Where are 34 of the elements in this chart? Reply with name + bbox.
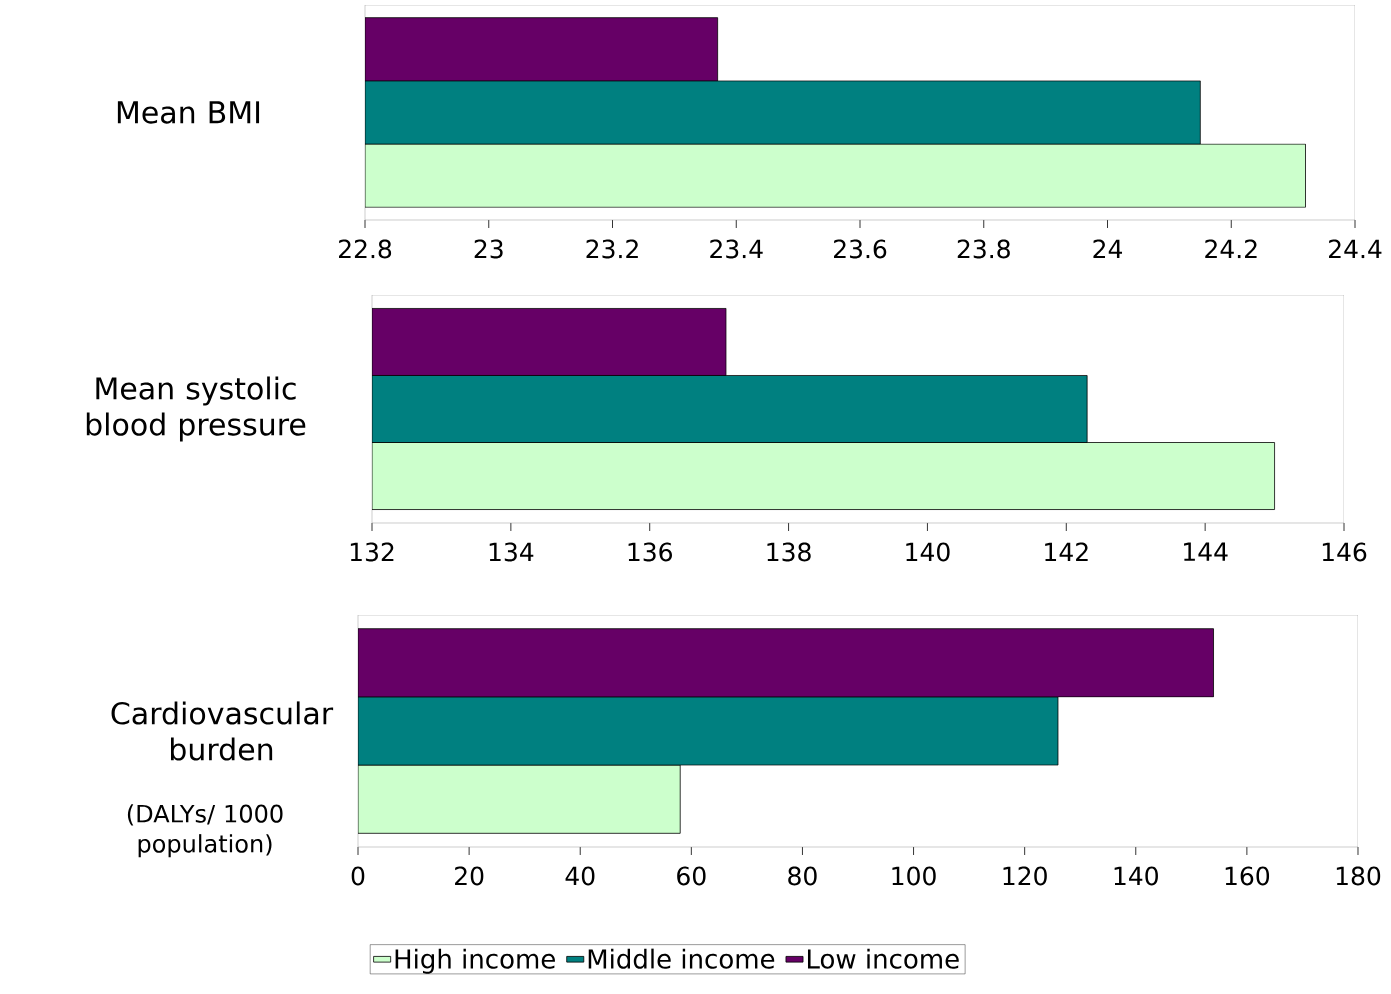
x-tick-label: 24.2 — [1205, 239, 1257, 259]
x-tick-label: 0 — [351, 866, 365, 886]
y-tick-label: Mean BMI — [117, 101, 260, 124]
x-tick-label: 23.8 — [957, 239, 1010, 259]
x-tick-label: 138 — [767, 542, 811, 562]
x-tick-label: 180 — [1336, 866, 1381, 886]
x-tick-label: 140 — [1114, 866, 1158, 886]
x-tick-label: 24 — [1093, 239, 1123, 259]
x-tick-label: 132 — [350, 542, 394, 562]
y-axis-title: (DALYs/ 1000 population) — [127, 804, 283, 858]
legend-label: Middle income — [588, 948, 775, 969]
x-tick-label: 142 — [1045, 542, 1088, 562]
x-tick-label: 24.4 — [1329, 239, 1382, 259]
legend-label: High income — [395, 948, 555, 974]
x-tick-label: 134 — [489, 542, 534, 562]
x-tick-label: 20 — [455, 866, 484, 886]
x-tick-label: 144 — [1184, 542, 1228, 561]
legend-label: Low income — [807, 948, 959, 969]
x-tick-label: 80 — [788, 866, 817, 886]
x-tick-label: 136 — [628, 542, 672, 562]
x-tick-label: 146 — [1322, 542, 1367, 562]
x-tick-label: 22.8 — [339, 239, 392, 259]
x-tick-label: 40 — [565, 866, 595, 886]
x-tick-label: 120 — [1003, 866, 1047, 886]
x-tick-label: 100 — [892, 866, 936, 886]
x-tick-label: 23.6 — [834, 239, 887, 259]
y-tick-label: Cardiovascular burden — [111, 701, 334, 761]
x-tick-label: 23.4 — [710, 239, 763, 259]
x-tick-label: 23.2 — [586, 239, 638, 259]
x-tick-label: 140 — [906, 542, 950, 562]
x-tick-label: 23 — [474, 239, 503, 259]
x-tick-label: 160 — [1225, 866, 1270, 886]
y-tick-label: Mean systolic blood pressure — [86, 376, 306, 442]
x-tick-label: 60 — [677, 866, 706, 886]
